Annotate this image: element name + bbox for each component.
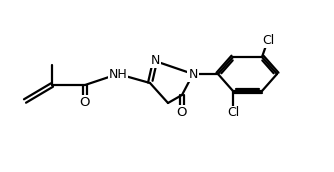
Text: N: N xyxy=(188,67,198,80)
Text: Cl: Cl xyxy=(227,106,239,120)
Text: O: O xyxy=(177,106,187,120)
Text: NH: NH xyxy=(109,67,127,80)
Text: O: O xyxy=(80,96,90,110)
Text: Cl: Cl xyxy=(262,34,274,46)
Text: N: N xyxy=(150,53,160,67)
